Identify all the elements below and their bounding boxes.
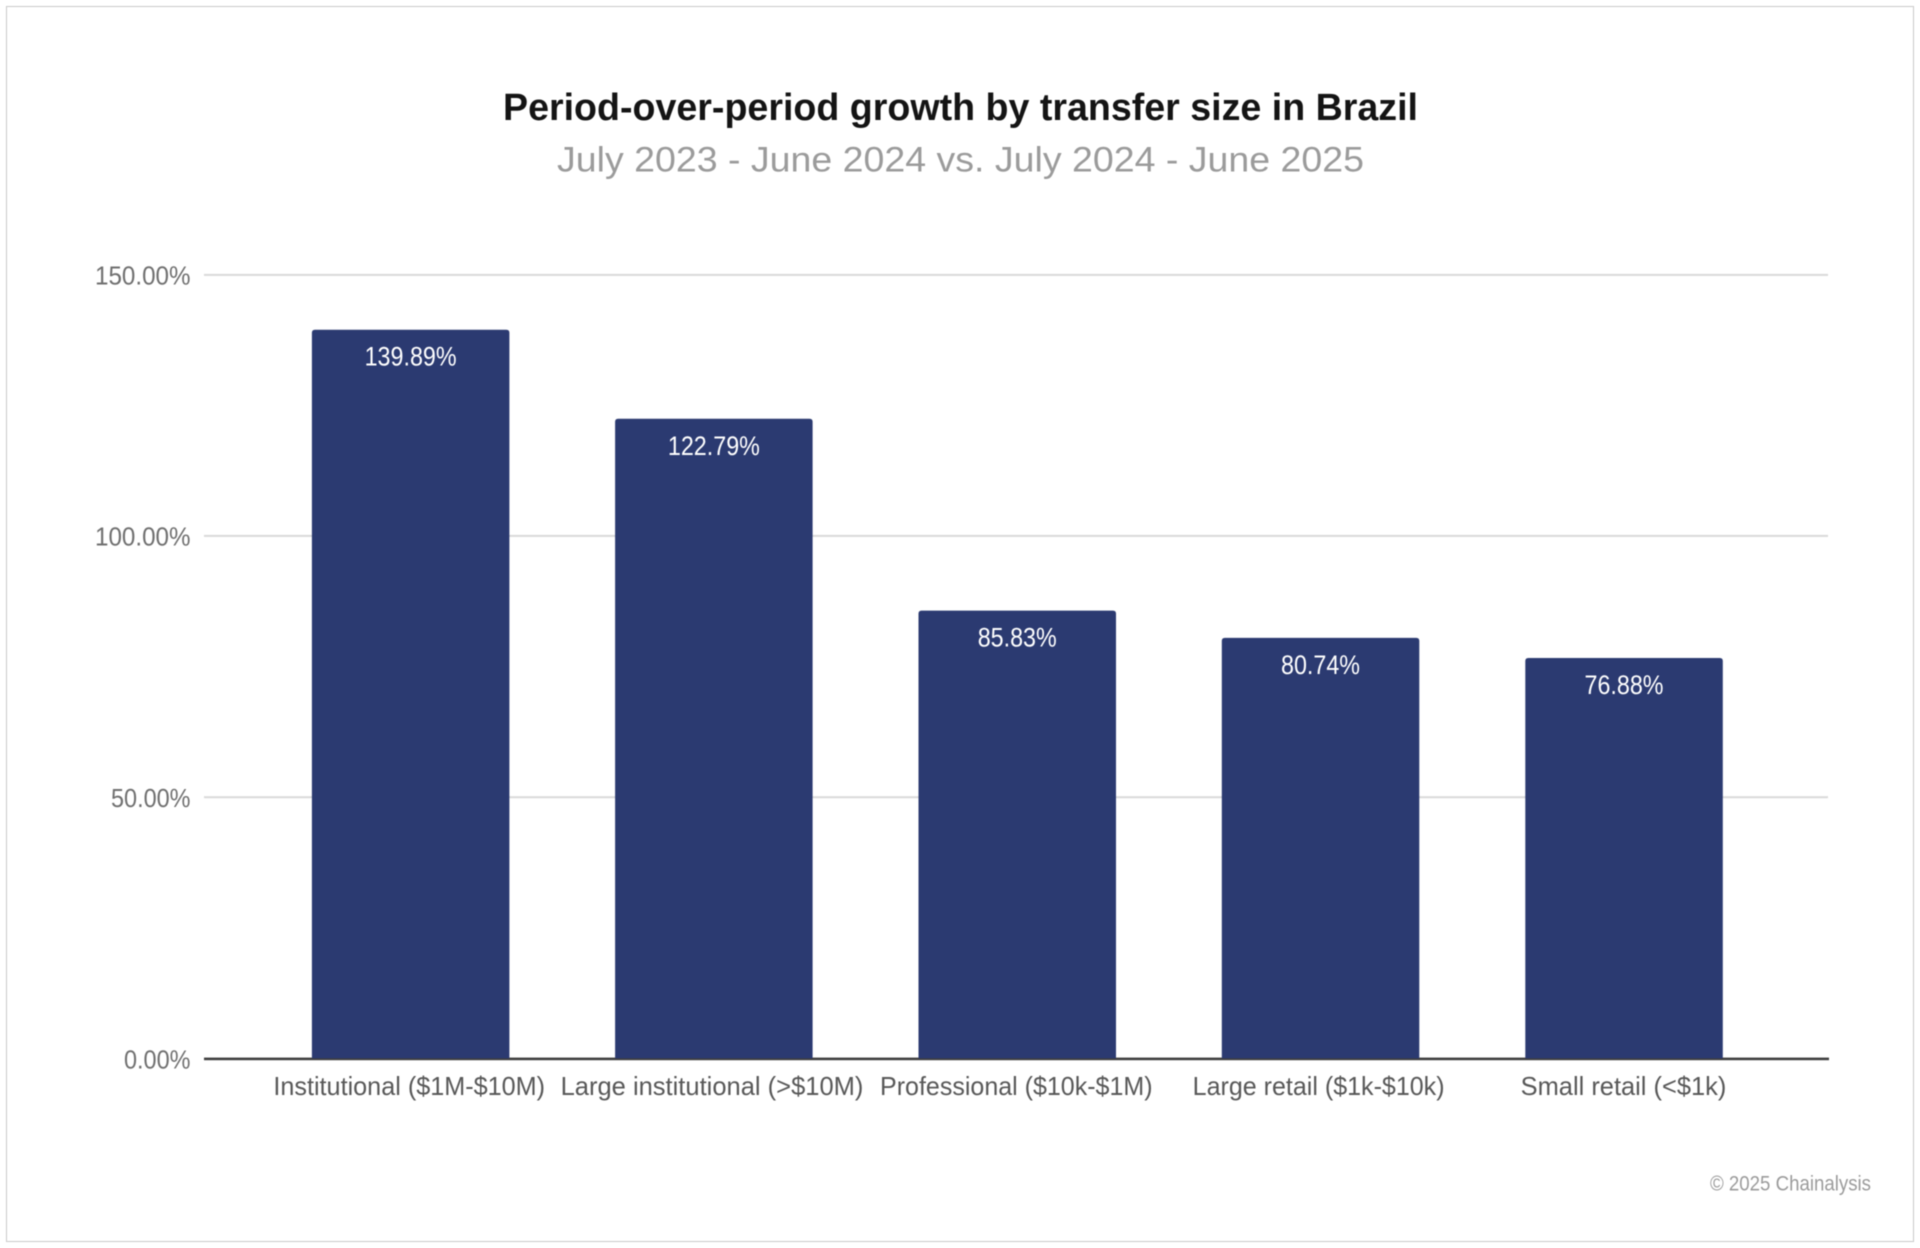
svg-text:Large institutional (>$10M): Large institutional (>$10M) [561, 1071, 864, 1101]
svg-text:80.74%: 80.74% [1281, 650, 1360, 680]
svg-text:85.83%: 85.83% [978, 623, 1057, 653]
svg-text:76.88%: 76.88% [1585, 670, 1664, 700]
svg-text:Period-over-period growth by t: Period-over-period growth by transfer si… [503, 87, 1418, 129]
svg-text:150.00%: 150.00% [95, 261, 191, 291]
svg-text:122.79%: 122.79% [668, 431, 760, 461]
svg-text:Professional ($10k-$1M): Professional ($10k-$1M) [880, 1071, 1153, 1101]
svg-text:Institutional ($1M-$10M): Institutional ($1M-$10M) [273, 1071, 545, 1101]
svg-text:© 2025 Chainalysis: © 2025 Chainalysis [1710, 1172, 1871, 1196]
svg-text:Large retail ($1k-$10k): Large retail ($1k-$10k) [1193, 1071, 1445, 1101]
svg-text:50.00%: 50.00% [111, 783, 191, 813]
svg-text:Small retail (<$1k): Small retail (<$1k) [1521, 1071, 1727, 1101]
svg-text:139.89%: 139.89% [365, 342, 457, 372]
svg-text:100.00%: 100.00% [95, 522, 191, 552]
svg-text:0.00%: 0.00% [124, 1044, 191, 1074]
svg-text:July 2023 - June 2024 vs. July: July 2023 - June 2024 vs. July 2024 - Ju… [557, 141, 1364, 180]
